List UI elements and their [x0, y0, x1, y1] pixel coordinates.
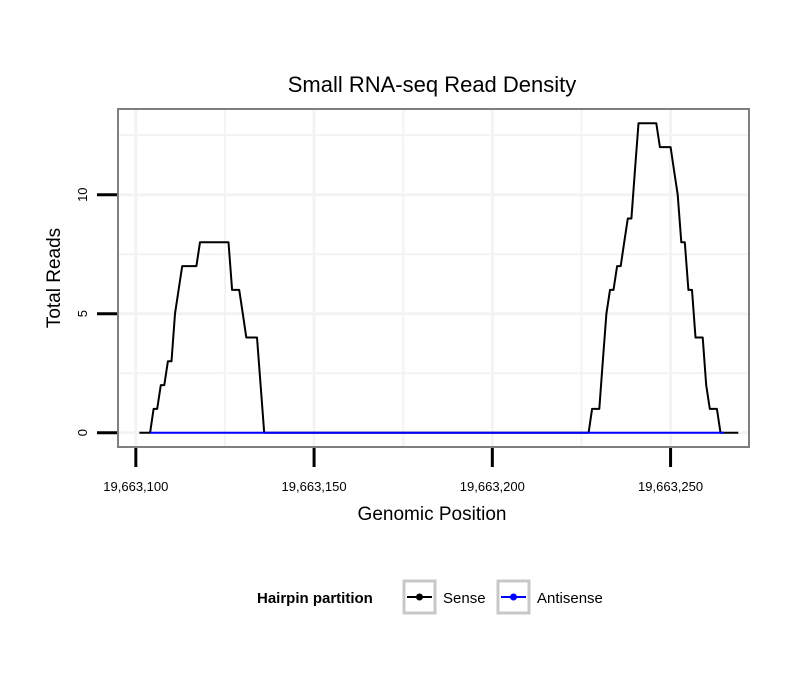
x-axis-title: Genomic Position [358, 504, 507, 525]
legend-dot-antisense [510, 593, 517, 601]
x-tick-label: 19,663,150 [282, 479, 347, 494]
x-tick-label: 19,663,100 [103, 479, 168, 494]
legend-title: Hairpin partition [257, 590, 373, 607]
x-axis: 19,663,100 19,663,150 19,663,200 19,663,250 [103, 448, 703, 494]
x-tick-label: 19,663,250 [638, 479, 703, 494]
chart-title: Small RNA-seq Read Density [288, 72, 577, 97]
y-tick-label: 0 [75, 429, 90, 436]
y-axis: 0 5 10 [75, 187, 117, 436]
plot-panel [117, 108, 750, 448]
y-tick-label: 5 [75, 310, 90, 317]
y-axis-title: Total Reads [44, 228, 65, 328]
series-line-sense [139, 122, 739, 434]
x-tick-label: 19,663,200 [460, 479, 525, 494]
grid-lines [119, 110, 748, 446]
legend-label-sense: Sense [443, 590, 486, 607]
legend-item-sense: Sense [402, 579, 486, 615]
y-tick-label: 10 [75, 187, 90, 201]
legend-label-antisense: Antisense [537, 590, 603, 607]
legend-item-antisense: Antisense [496, 579, 603, 615]
series-lines [139, 122, 739, 434]
legend-dot-sense [416, 593, 423, 601]
legend: Hairpin partition Sense Antisense [257, 579, 603, 615]
